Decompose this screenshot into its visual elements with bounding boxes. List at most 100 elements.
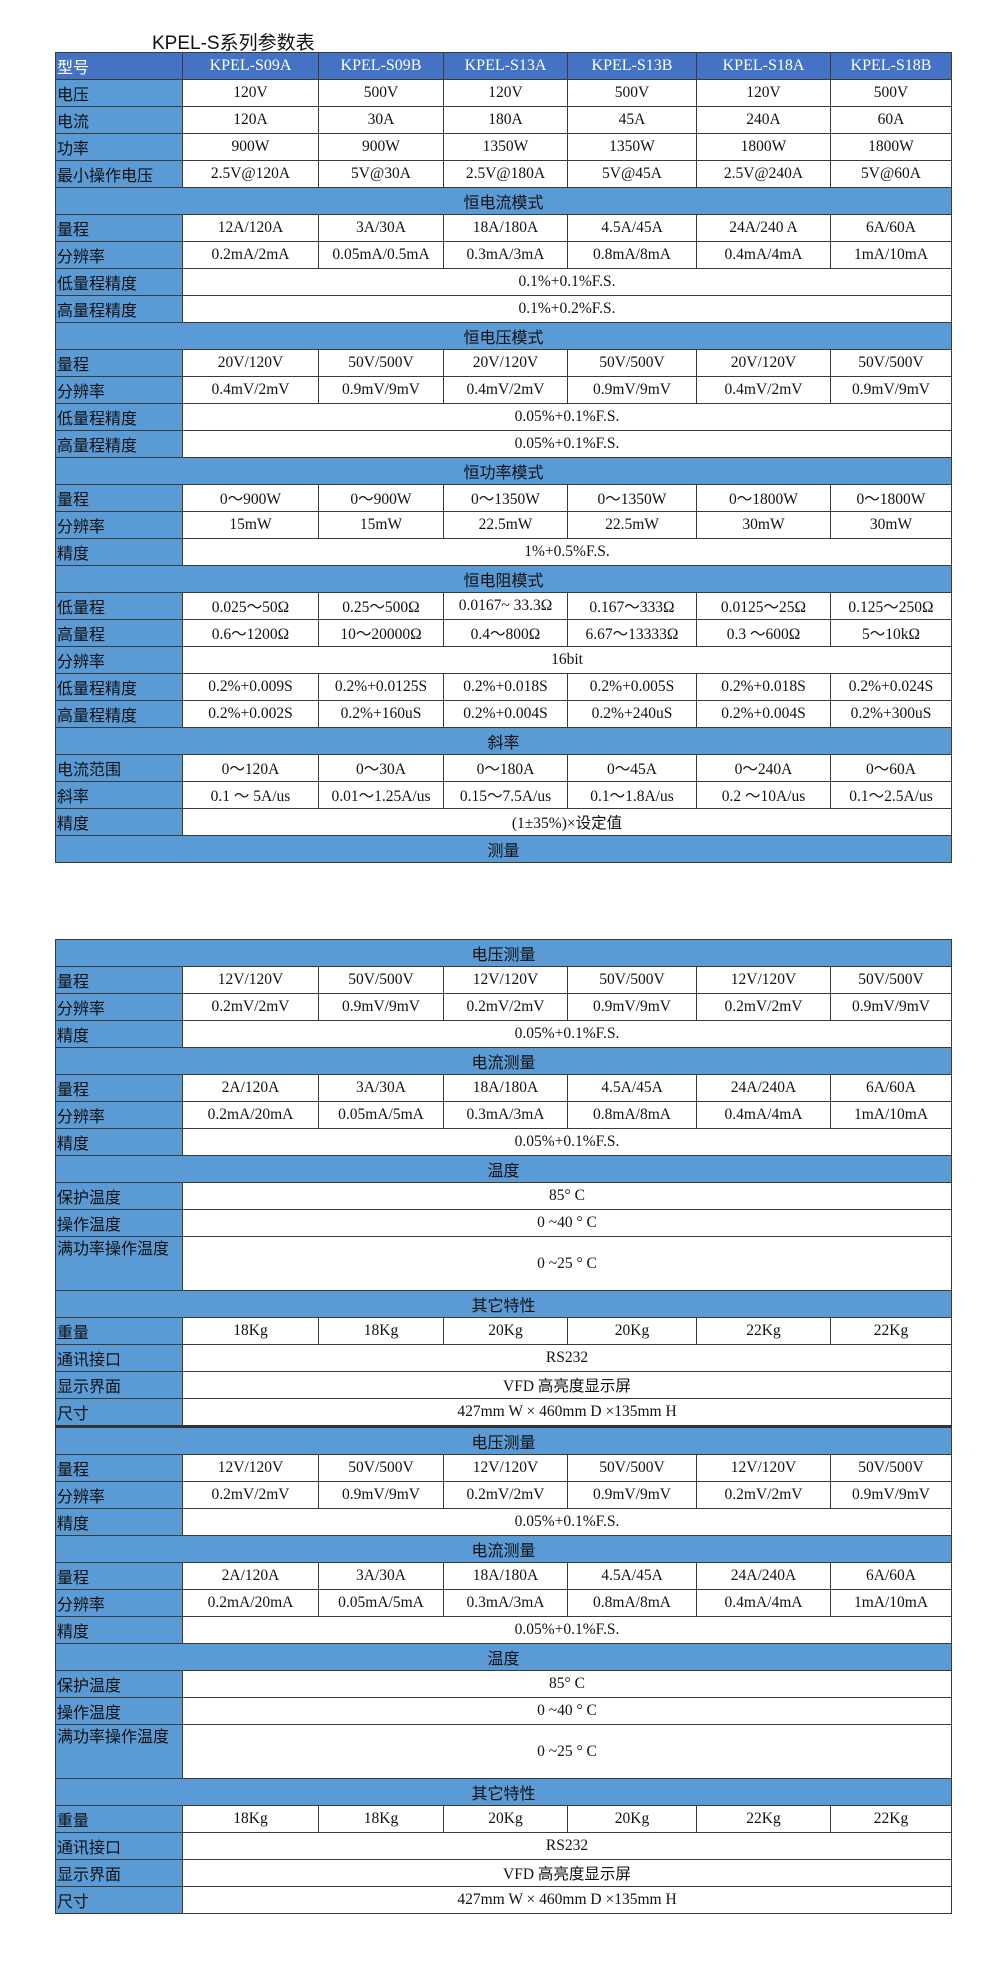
cell-value: 22Kg <box>830 1805 952 1833</box>
cell-value-merged: 0 ~40 ° C <box>182 1697 952 1725</box>
cell-value: 0.9mV/9mV <box>830 376 952 404</box>
cell-value: 0.4mV/2mV <box>182 376 319 404</box>
cell-value: 0～180A <box>443 754 568 782</box>
cell-value: 18Kg <box>318 1317 444 1345</box>
section-row: 测量 <box>55 835 952 863</box>
table-row: 通讯接口 RS232 <box>55 1344 952 1372</box>
cell-value: 0.15～7.5A/us <box>443 781 568 809</box>
cell-value: 5～10kΩ <box>830 619 952 647</box>
table-row: 低量程 0.025～50Ω 0.25～500Ω 0.0167~ 33.3Ω 0.167～… <box>55 592 952 620</box>
cell-value: 20Kg <box>567 1805 697 1833</box>
cell-value: 0.9mV/9mV <box>567 993 697 1021</box>
cell-value: 18A/180A <box>443 1074 568 1102</box>
cell-value: 900W <box>182 133 319 161</box>
section-row: 温度 <box>55 1643 952 1671</box>
cell-value: 0.4mA/4mA <box>696 241 831 269</box>
table-row: 精度 1%+0.5%F.S. <box>55 538 952 566</box>
table-row: 高量程精度 0.1%+0.2%F.S. <box>55 295 952 323</box>
cell-value: 0.4mV/2mV <box>696 376 831 404</box>
cell-value: 0.2mV/2mV <box>696 993 831 1021</box>
row-label: 精度 <box>55 538 183 566</box>
cell-value: 5V@45A <box>567 160 697 188</box>
row-label: 分辨率 <box>55 241 183 269</box>
table-row: 精度 0.05%+0.1%F.S. <box>55 1616 952 1644</box>
cell-value: 500V <box>567 79 697 107</box>
cell-value: 0.9mV/9mV <box>318 376 444 404</box>
cell-value: 30A <box>318 106 444 134</box>
cell-value: 0.2%+0.004S <box>696 700 831 728</box>
cell-value: 0.2 ～10A/us <box>696 781 831 809</box>
cell-value-merged: VFD 高亮度显示屏 <box>182 1859 952 1887</box>
cell-value: 0.9mV/9mV <box>318 993 444 1021</box>
cell-value: 0.1～1.8A/us <box>567 781 697 809</box>
model-name: KPEL-S18B <box>830 52 952 80</box>
cell-value: 0.4mA/4mA <box>696 1589 831 1617</box>
table-row: 量程 2A/120A 3A/30A 18A/180A 4.5A/45A 24A/240A 6… <box>55 1074 952 1102</box>
cell-value-merged: 427mm W × 460mm D ×135mm H <box>182 1886 952 1914</box>
table-row: 电流范围 0～120A 0～30A 0～180A 0～45A 0～240A 0～60A <box>55 754 952 782</box>
cell-value: 18Kg <box>182 1317 319 1345</box>
cell-value: 0.1～2.5A/us <box>830 781 952 809</box>
cell-value-merged: 0 ~25 ° C <box>182 1724 952 1779</box>
cell-value: 12V/120V <box>696 1454 831 1482</box>
table-row: 电流 120A 30A 180A 45A 240A 60A <box>55 106 952 134</box>
cell-value: 0.6～1200Ω <box>182 619 319 647</box>
cell-value: 20Kg <box>443 1805 568 1833</box>
row-label: 高量程 <box>55 619 183 647</box>
cell-value: 50V/500V <box>318 1454 444 1482</box>
table-row: 显示界面 VFD 高亮度显示屏 <box>55 1371 952 1399</box>
table-row: 量程 0～900W 0～900W 0～1350W 0～1350W 0～1800W 0～180… <box>55 484 952 512</box>
row-label: 操作温度 <box>55 1209 183 1237</box>
table-row: 显示界面 VFD 高亮度显示屏 <box>55 1859 952 1887</box>
cell-value: 0.05mA/5mA <box>318 1101 444 1129</box>
section-row: 电流测量 <box>55 1047 952 1075</box>
row-label: 量程 <box>55 1454 183 1482</box>
row-label: 电流 <box>55 106 183 134</box>
cell-value: 15mW <box>318 511 444 539</box>
cell-value: 20V/120V <box>182 349 319 377</box>
cell-value: 0.25～500Ω <box>318 592 444 620</box>
cell-value: 2.5V@120A <box>182 160 319 188</box>
table-row: 高量程精度 0.2%+0.002S 0.2%+160uS 0.2%+0.004S 0.2… <box>55 700 952 728</box>
cell-value: 50V/500V <box>318 966 444 994</box>
cell-value: 0.9mV/9mV <box>830 1481 952 1509</box>
cell-value-merged: 85° C <box>182 1182 952 1210</box>
cell-value: 0.9mV/9mV <box>567 1481 697 1509</box>
cell-value: 1800W <box>696 133 831 161</box>
cell-value: 1mA/10mA <box>830 241 952 269</box>
section-row: 其它特性 <box>55 1290 952 1318</box>
cell-value: 22Kg <box>696 1317 831 1345</box>
cell-value-merged: RS232 <box>182 1832 952 1860</box>
table-row: 量程 12A/120A 3A/30A 18A/180A 4.5A/45A 24A/240 … <box>55 214 952 242</box>
cell-value: 20Kg <box>443 1317 568 1345</box>
row-label: 显示界面 <box>55 1371 183 1399</box>
row-label: 满功率操作温度 <box>55 1724 183 1779</box>
cell-value: 0.9mV/9mV <box>318 1481 444 1509</box>
table-row: 分辨率 0.2mA/20mA 0.05mA/5mA 0.3mA/3mA 0.8mA/8m… <box>55 1101 952 1129</box>
cell-value: 0.2%+0.002S <box>182 700 319 728</box>
table-row: 重量 18Kg 18Kg 20Kg 20Kg 22Kg 22Kg <box>55 1317 952 1345</box>
row-label: 分辨率 <box>55 376 183 404</box>
table-row: 保护温度 85° C <box>55 1670 952 1698</box>
cell-value: 0.2mV/2mV <box>696 1481 831 1509</box>
cell-value-merged: 85° C <box>182 1670 952 1698</box>
section-title: 恒电阻模式 <box>55 565 952 593</box>
cell-value: 500V <box>318 79 444 107</box>
cell-value-merged: 0.1%+0.1%F.S. <box>182 268 952 296</box>
cell-value: 50V/500V <box>567 349 697 377</box>
section-title: 电压测量 <box>55 1425 952 1455</box>
row-label: 分辨率 <box>55 1481 183 1509</box>
cell-value: 0.2%+0.005S <box>567 673 697 701</box>
cell-value: 180A <box>443 106 568 134</box>
cell-value-merged: 0.05%+0.1%F.S. <box>182 403 952 431</box>
cell-value: 0～900W <box>318 484 444 512</box>
row-label: 尺寸 <box>55 1398 183 1427</box>
cell-value: 0.0167~ 33.3Ω <box>443 592 568 620</box>
cell-value-merged: 0 ~25 ° C <box>182 1236 952 1291</box>
cell-value: 20Kg <box>567 1317 697 1345</box>
table-row: 量程 20V/120V 50V/500V 20V/120V 50V/500V 20V/12… <box>55 349 952 377</box>
row-label: 斜率 <box>55 781 183 809</box>
section-row: 斜率 <box>55 727 952 755</box>
row-label: 分辨率 <box>55 1101 183 1129</box>
table-row: 最小操作电压 2.5V@120A 5V@30A 2.5V@180A 5V@45A 2.5V… <box>55 160 952 188</box>
